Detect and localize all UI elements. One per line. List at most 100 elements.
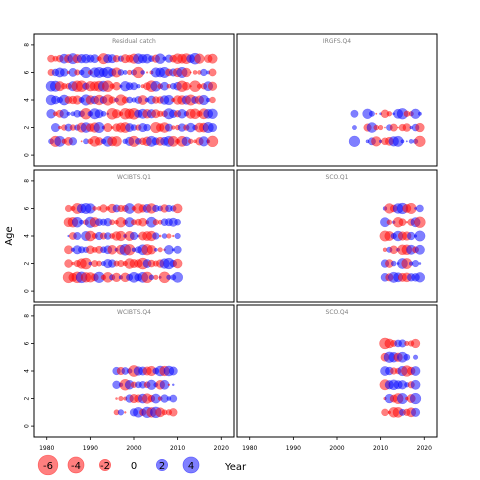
residual-bubble [168, 366, 178, 376]
residual-bubble [92, 206, 98, 211]
residual-bubble [143, 123, 151, 132]
y-tick-label: 8 [24, 314, 31, 318]
y-tick-label: 2 [24, 261, 31, 265]
residual-bubble [350, 109, 359, 118]
residual-bubble [115, 397, 118, 400]
panel: SCO.Q1 [236, 169, 438, 303]
legend-bubble [99, 459, 111, 471]
residual-bubble [414, 135, 426, 147]
residual-bubble [410, 407, 421, 417]
residual-bubble [409, 392, 422, 405]
x-tick-label: 2020 [417, 445, 432, 452]
panel: IRGFS.Q4 [236, 33, 438, 167]
y-tick-label: 8 [24, 43, 31, 47]
y-tick-label: 2 [24, 125, 31, 129]
panel-title: SCO.Q4 [326, 309, 349, 316]
panel-title: WCIBTS.Q4 [117, 309, 151, 316]
residual-bubble [410, 338, 421, 349]
residual-bubble [348, 135, 361, 147]
residual-bubble [200, 68, 208, 77]
legend-label: 2 [159, 461, 165, 472]
residual-bubble [368, 110, 375, 117]
residual-bubble [194, 53, 205, 64]
x-tick-label: 2020 [214, 445, 229, 452]
residual-bubble [189, 71, 192, 74]
residual-bubble [206, 135, 219, 148]
y-tick-label: 6 [24, 341, 31, 345]
residual-bubble [208, 68, 217, 77]
residual-bubble [403, 353, 411, 361]
y-tick-label: 0 [24, 424, 31, 428]
residual-bubble [410, 379, 421, 390]
residual-bubble [390, 260, 397, 267]
residual-bubble [411, 259, 420, 268]
y-tick-label: 6 [24, 206, 31, 210]
panels-layer: Residual catch 0 2 4 6 8 IRGFS.Q4 WCIBTS.Q1 0 2 4 6… [24, 33, 438, 452]
x-tick-label: 1990 [83, 445, 98, 452]
residual-bubble [207, 53, 218, 64]
residual-bubble [172, 258, 183, 269]
panel: SCO.Q4 1980 1990 2000 2010 2020 [236, 304, 438, 452]
legend-bubble [67, 456, 85, 474]
residual-bubble [414, 216, 426, 228]
residual-bubble [418, 262, 422, 265]
panel: Residual catch 0 2 4 6 8 [24, 33, 235, 167]
y-tick-label: 0 [24, 153, 31, 157]
residual-bubble [414, 230, 426, 242]
residual-bubble [415, 122, 425, 133]
legend-label: -4 [71, 461, 81, 472]
residual-bubble [405, 140, 408, 143]
residual-bubble [207, 108, 218, 119]
y-axis-title: Age [4, 226, 15, 245]
residual-bubble [172, 271, 184, 283]
residual-bubble [207, 81, 218, 91]
residual-bubble [400, 139, 405, 144]
legend-bubble [37, 454, 59, 476]
residual-bubble [173, 245, 182, 254]
residual-bubble [375, 112, 378, 115]
residual-bubble [181, 67, 192, 78]
residual-bubble [378, 124, 384, 131]
y-tick-label: 2 [24, 396, 31, 400]
legend: -6 -4 -2 0 2 4 [37, 454, 200, 476]
residual-bubble [192, 70, 198, 75]
residual-bubble [124, 411, 127, 414]
y-tick-label: 6 [24, 70, 31, 74]
residual-bubble [136, 84, 141, 89]
residual-bubble [386, 111, 393, 117]
panel-title: WCIBTS.Q1 [117, 174, 151, 181]
x-axis-title: Year [224, 462, 247, 473]
residual-bubble [129, 231, 139, 241]
residual-bubble [167, 383, 171, 386]
residual-bubble [397, 126, 399, 129]
residual-bubble [172, 203, 183, 214]
legend-bubble [156, 459, 168, 471]
residual-bubble [158, 234, 162, 238]
residual-bubble [122, 70, 128, 75]
residual-bubble [209, 96, 216, 104]
residual-bubble [117, 409, 125, 416]
legend-label: 4 [188, 461, 194, 472]
residual-bubble [153, 247, 158, 252]
legend-bubble [182, 456, 200, 474]
panel-title: SCO.Q1 [326, 174, 349, 181]
residual-bubble [172, 234, 175, 238]
residual-bubble [66, 111, 71, 116]
residual-bubble [140, 70, 146, 75]
residual-bubble [207, 122, 218, 133]
residual-bubble [416, 204, 424, 213]
y-tick-label: 4 [24, 98, 31, 102]
residual-bubble [118, 395, 124, 402]
residual-bubble [412, 354, 419, 360]
residual-bubble [169, 394, 178, 403]
panel: WCIBTS.Q4 0 2 4 6 8 1980 1990 2000 2010 2020 [24, 304, 235, 452]
x-tick-label: 1980 [242, 445, 257, 452]
residual-bubble [80, 140, 83, 143]
y-tick-label: 8 [24, 179, 31, 183]
residual-bubble [384, 126, 386, 129]
residual-bubble [73, 231, 82, 241]
legend-label: 0 [131, 461, 137, 472]
x-tick-label: 1990 [286, 445, 301, 452]
y-tick-label: 0 [24, 289, 31, 293]
residual-bubble [145, 71, 149, 74]
